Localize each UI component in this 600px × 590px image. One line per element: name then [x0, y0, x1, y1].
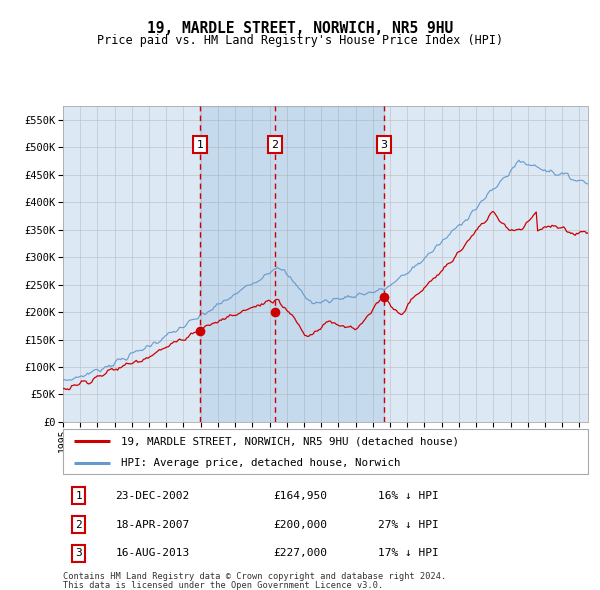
Text: £164,950: £164,950 — [273, 491, 327, 501]
Text: 2: 2 — [76, 520, 82, 529]
Text: £200,000: £200,000 — [273, 520, 327, 529]
Text: HPI: Average price, detached house, Norwich: HPI: Average price, detached house, Norw… — [121, 458, 400, 467]
Text: 3: 3 — [380, 140, 387, 150]
Text: This data is licensed under the Open Government Licence v3.0.: This data is licensed under the Open Gov… — [63, 581, 383, 589]
Bar — [200, 106, 383, 422]
Text: 18-APR-2007: 18-APR-2007 — [115, 520, 190, 529]
Text: 17% ↓ HPI: 17% ↓ HPI — [378, 548, 439, 558]
Text: 16-AUG-2013: 16-AUG-2013 — [115, 548, 190, 558]
Text: 2: 2 — [271, 140, 278, 150]
Text: 23-DEC-2002: 23-DEC-2002 — [115, 491, 190, 501]
Text: £227,000: £227,000 — [273, 548, 327, 558]
Text: 1: 1 — [76, 491, 82, 501]
Text: 16% ↓ HPI: 16% ↓ HPI — [378, 491, 439, 501]
Text: 27% ↓ HPI: 27% ↓ HPI — [378, 520, 439, 529]
Text: 19, MARDLE STREET, NORWICH, NR5 9HU (detached house): 19, MARDLE STREET, NORWICH, NR5 9HU (det… — [121, 437, 459, 447]
Text: Contains HM Land Registry data © Crown copyright and database right 2024.: Contains HM Land Registry data © Crown c… — [63, 572, 446, 581]
Text: 1: 1 — [197, 140, 204, 150]
FancyBboxPatch shape — [63, 429, 588, 474]
Text: 19, MARDLE STREET, NORWICH, NR5 9HU: 19, MARDLE STREET, NORWICH, NR5 9HU — [147, 21, 453, 35]
Text: 3: 3 — [76, 548, 82, 558]
Text: Price paid vs. HM Land Registry's House Price Index (HPI): Price paid vs. HM Land Registry's House … — [97, 34, 503, 47]
